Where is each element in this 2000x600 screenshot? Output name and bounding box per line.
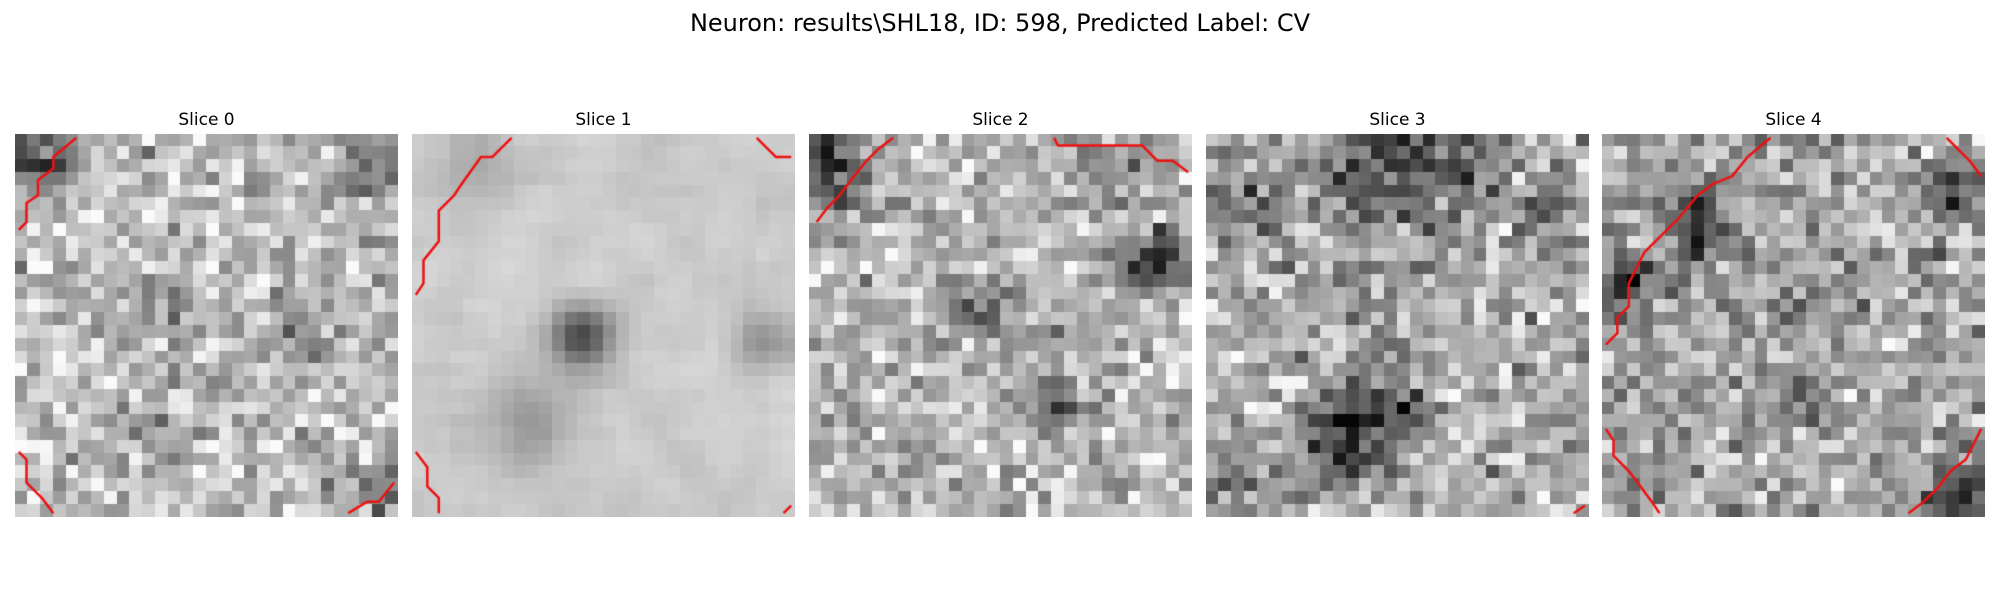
slice-panel-1: Slice 1: [412, 108, 795, 520]
slice-title-4: Slice 4: [1765, 110, 1822, 130]
slice-panel-4: Slice 4: [1602, 108, 1985, 520]
slice-panel-0: Slice 0: [15, 108, 398, 520]
slice-image-2: [809, 134, 1192, 517]
slice-image-3: [1206, 134, 1589, 517]
slice-image-1: [412, 134, 795, 517]
slice-image-4: [1602, 134, 1985, 517]
slice-title-3: Slice 3: [1369, 110, 1426, 130]
slice-panel-3: Slice 3: [1206, 108, 1589, 520]
slice-panel-2: Slice 2: [809, 108, 1192, 520]
slice-title-0: Slice 0: [178, 110, 235, 130]
figure-title: Neuron: results\SHL18, ID: 598, Predicte…: [689, 9, 1311, 37]
slice-title-1: Slice 1: [575, 110, 632, 130]
slice-image-0: [15, 134, 398, 517]
slice-title-2: Slice 2: [972, 110, 1029, 130]
